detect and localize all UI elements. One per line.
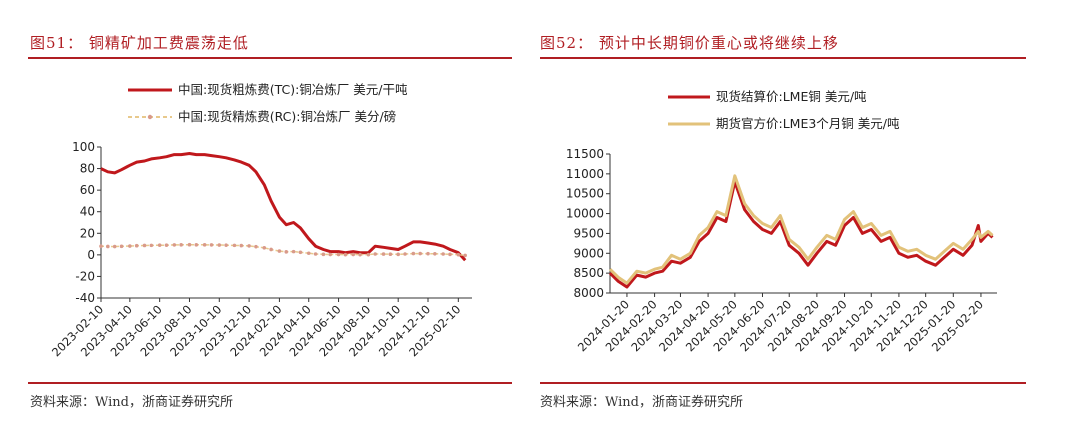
series-marker-rc — [366, 252, 371, 257]
y-tick-label: 10000 — [566, 207, 604, 221]
series-marker-rc — [142, 243, 147, 248]
legend-label: 期货官方价:LME3个月铜 美元/吨 — [716, 116, 900, 131]
y-tick-label: 8500 — [573, 266, 604, 280]
series-marker-rc — [187, 242, 192, 247]
y-tick-label: 11500 — [566, 147, 604, 161]
series-marker-rc — [179, 243, 183, 247]
series-marker-rc — [411, 251, 416, 256]
series-marker-rc — [358, 252, 362, 257]
chart-lme-copper: 8000850090009500100001050011000115002024… — [566, 89, 997, 354]
y-tick-label: 11000 — [566, 167, 604, 181]
y-tick-label: 9500 — [573, 226, 604, 240]
series-marker-rc — [112, 244, 117, 249]
footer-rule — [28, 382, 512, 384]
series-marker-rc — [291, 249, 296, 254]
series-marker-rc — [149, 243, 154, 248]
series-marker-rc — [99, 244, 103, 249]
y-tick-label: 9000 — [573, 246, 604, 260]
series-marker-rc — [269, 247, 273, 252]
y-tick-label: -20 — [75, 269, 95, 283]
series-marker-rc — [284, 250, 289, 254]
series-marker-rc — [388, 252, 393, 257]
series-line-0 — [100, 152, 467, 262]
series-marker-rc — [157, 243, 162, 247]
series-line-1 — [608, 174, 994, 285]
series-marker-rc — [433, 251, 437, 256]
series-marker-rc — [403, 252, 407, 256]
panel-left: 图51： 铜精矿加工费震荡走低 -40 -20 0 20 40 60 80 100 2023-0… — [28, 34, 512, 410]
chart-tc-rc: -40-200204060801002023-02-102023-04-1020… — [49, 82, 472, 359]
series-marker-rc — [119, 244, 124, 249]
series-marker-rc — [298, 250, 303, 255]
legend-label: 中国:现货粗炼费(TC):铜冶炼厂 美元/干吨 — [178, 82, 408, 97]
y-tick-label: 20 — [80, 226, 95, 240]
series-marker-rc — [313, 252, 318, 256]
figure-title: 图51： 铜精矿加工费震荡走低 — [30, 34, 249, 52]
series-marker-rc — [336, 252, 341, 257]
y-tick-label: 8000 — [573, 286, 604, 300]
source-note: 资料来源：Wind，浙商证券研究所 — [540, 395, 743, 410]
series-marker-rc — [277, 249, 282, 253]
series-marker-rc — [232, 243, 237, 248]
series-marker-rc — [448, 252, 452, 257]
legend-label: 中国:现货精炼费(RC):铜冶炼厂 美分/磅 — [178, 109, 396, 124]
series-marker-rc — [254, 244, 258, 249]
y-tick-label: 40 — [80, 205, 95, 219]
series-marker-rc — [106, 244, 110, 249]
source-note: 资料来源：Wind，浙商证券研究所 — [30, 395, 233, 410]
series-marker-rc — [441, 252, 445, 256]
series-marker-rc — [209, 243, 214, 247]
series-marker-rc — [343, 252, 348, 257]
y-tick-label: 0 — [87, 248, 95, 262]
series-marker-rc — [456, 252, 461, 257]
panel-right: 图52： 预计中长期铜价重心或将继续上移 8000 8500 9000 9500 100… — [540, 0, 1080, 435]
y-tick-label: 80 — [80, 162, 95, 176]
legend-label: 现货结算价:LME铜 美元/吨 — [716, 89, 867, 104]
series-marker-rc — [202, 243, 207, 247]
series-line-0 — [608, 180, 994, 289]
series-marker-rc — [306, 251, 311, 256]
series-marker-rc — [247, 244, 251, 248]
figure-title: 图52： 预计中长期铜价重心或将继续上移 — [540, 34, 839, 52]
series-marker-rc — [217, 243, 222, 247]
y-tick-label: 100 — [72, 140, 95, 154]
series-line-rc — [100, 243, 466, 257]
y-tick-label: 60 — [80, 183, 95, 197]
series-marker-rc — [224, 243, 228, 247]
y-tick-label: 10500 — [566, 187, 604, 201]
series-marker-rc — [262, 246, 267, 250]
series-marker-rc — [321, 252, 326, 257]
series-marker-rc — [128, 244, 132, 248]
series-marker-rc — [172, 243, 177, 247]
series-marker-rc — [381, 252, 386, 256]
series-marker-rc — [396, 252, 400, 257]
series-marker-rc — [239, 243, 244, 248]
title-rule — [28, 57, 512, 59]
series-marker-rc — [328, 252, 333, 257]
series-marker-rc — [351, 252, 356, 257]
series-marker-rc — [164, 243, 169, 247]
y-tick-label: -40 — [75, 291, 95, 305]
series-marker-rc — [134, 243, 139, 248]
series-marker-rc — [373, 252, 378, 256]
series-marker-rc — [426, 251, 430, 256]
legend-marker-rc — [147, 114, 153, 120]
series-marker-rc — [194, 243, 199, 247]
title-rule — [540, 57, 1026, 59]
series-marker-rc — [418, 251, 422, 256]
footer-rule — [540, 382, 1026, 384]
series-marker-rc — [463, 253, 467, 258]
